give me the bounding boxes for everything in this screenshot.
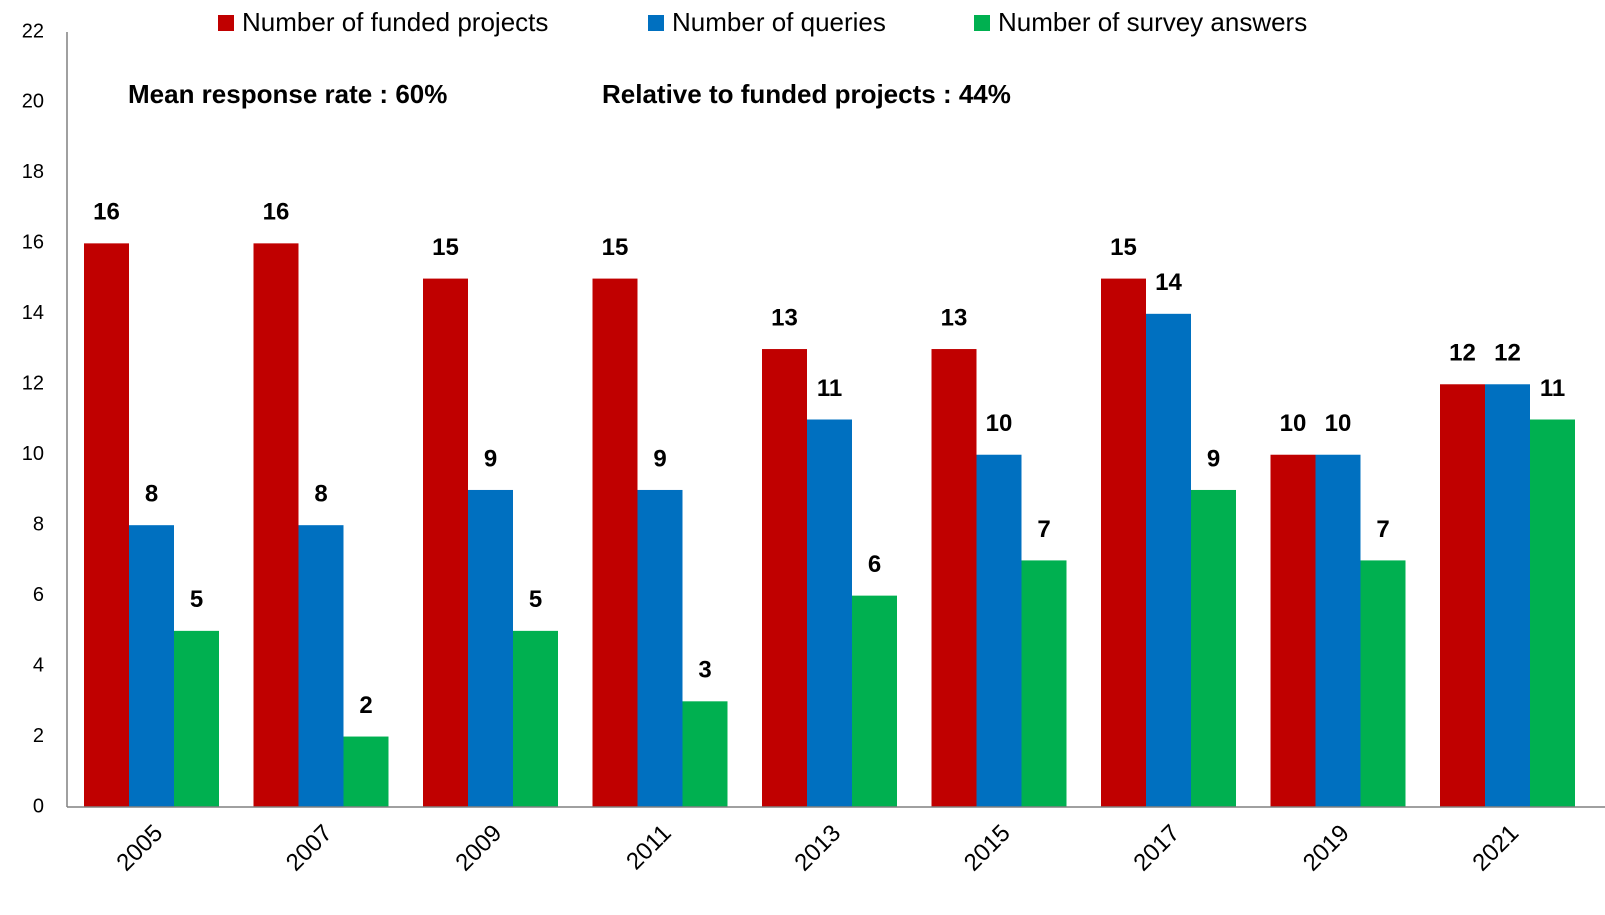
bar (1191, 489, 1236, 807)
bar (807, 419, 852, 807)
value-label: 12 (1494, 340, 1521, 367)
bar (682, 701, 728, 807)
bar (129, 525, 174, 807)
bar (84, 243, 129, 807)
x-tick-label: 2015 (959, 820, 1016, 877)
value-label: 15 (432, 234, 459, 261)
x-tick-label: 2017 (1128, 820, 1185, 877)
value-label: 12 (1449, 340, 1476, 367)
bar (513, 630, 558, 807)
value-label: 9 (1207, 445, 1220, 472)
bar (1146, 313, 1191, 807)
x-tick-label: 2009 (450, 820, 507, 877)
y-tick-label: 18 (22, 161, 44, 183)
x-tick-label: 2019 (1298, 820, 1355, 877)
bar (852, 595, 897, 807)
y-tick-label: 0 (33, 795, 44, 817)
legend-swatch (218, 15, 234, 31)
y-tick-label: 22 (22, 20, 44, 42)
value-label: 13 (941, 304, 968, 331)
bar (592, 278, 638, 807)
annotation: Mean response rate : 60% (128, 79, 447, 109)
value-label: 2 (359, 692, 372, 719)
x-tick-label: 2007 (281, 820, 338, 877)
x-tick-label: 2021 (1467, 820, 1524, 877)
value-label: 9 (653, 445, 666, 472)
value-label: 7 (1037, 516, 1050, 543)
value-label: 8 (145, 481, 158, 508)
legend-swatch (648, 15, 664, 31)
bar (468, 489, 513, 807)
bar (1101, 278, 1146, 807)
y-tick-label: 16 (22, 232, 44, 254)
value-label: 5 (529, 586, 542, 613)
value-label: 7 (1376, 516, 1389, 543)
bar (298, 525, 344, 807)
value-label: 16 (263, 199, 290, 226)
bar (1021, 560, 1067, 807)
bar (423, 278, 468, 807)
bar (1485, 384, 1530, 807)
value-label: 5 (190, 586, 203, 613)
value-label: 8 (314, 481, 327, 508)
value-label: 10 (1280, 410, 1307, 437)
bar (1315, 454, 1361, 807)
bar (637, 489, 683, 807)
x-tick-label: 2011 (621, 820, 677, 876)
value-label: 6 (868, 551, 881, 578)
bar (931, 349, 977, 807)
y-tick-label: 14 (22, 302, 44, 324)
value-label: 9 (484, 445, 497, 472)
value-label: 13 (771, 304, 798, 331)
legend-swatch (974, 15, 990, 31)
bar (976, 454, 1022, 807)
value-label: 15 (1110, 234, 1137, 261)
legend-label: Number of queries (672, 7, 886, 37)
y-tick-label: 6 (33, 584, 44, 606)
y-tick-label: 20 (22, 91, 44, 113)
value-label: 15 (602, 234, 629, 261)
value-label: 10 (986, 410, 1013, 437)
value-label: 11 (1540, 375, 1565, 402)
x-tick-label: 2005 (111, 820, 168, 877)
y-tick-label: 8 (33, 513, 44, 535)
legend-label: Number of survey answers (998, 7, 1307, 37)
bar (1530, 419, 1575, 807)
value-label: 11 (817, 375, 842, 402)
bar (253, 243, 299, 807)
bar (1270, 454, 1316, 807)
annotation: Relative to funded projects : 44% (602, 79, 1011, 109)
value-label: 3 (698, 657, 711, 684)
value-label: 14 (1155, 269, 1182, 296)
bar (174, 630, 219, 807)
bar (762, 349, 807, 807)
y-tick-label: 2 (33, 725, 44, 747)
legend-label: Number of funded projects (242, 7, 548, 37)
value-label: 16 (93, 199, 120, 226)
y-tick-label: 4 (33, 654, 44, 676)
value-label: 10 (1325, 410, 1352, 437)
y-tick-label: 10 (22, 443, 44, 465)
y-tick-label: 12 (22, 373, 44, 395)
x-tick-label: 2013 (789, 820, 846, 877)
bar (1440, 384, 1485, 807)
bar (343, 736, 389, 807)
bar (1360, 560, 1406, 807)
